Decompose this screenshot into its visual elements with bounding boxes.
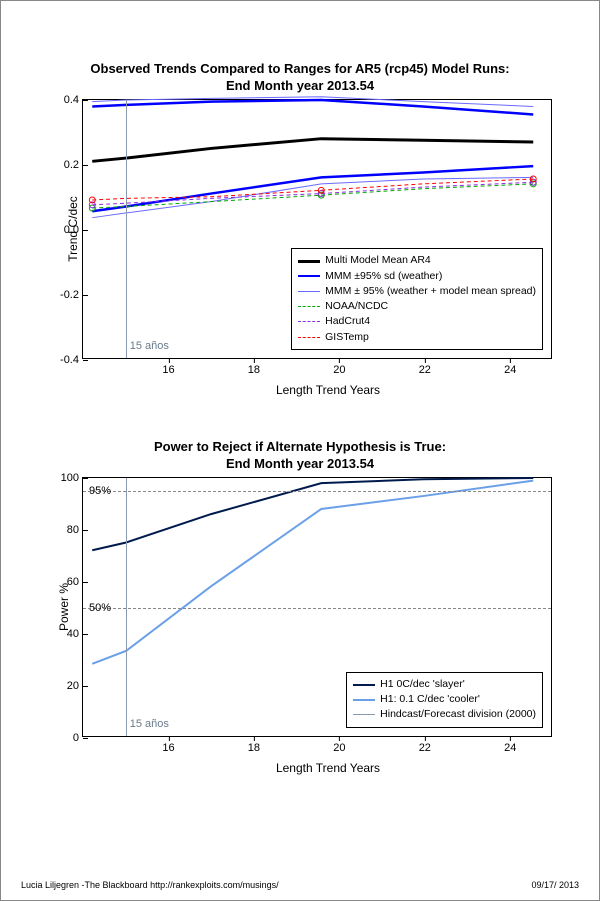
xtick: 18 [248,358,260,376]
legend-swatch [353,684,375,686]
legend-item: H1 0C/dec 'slayer' [353,677,536,692]
xtick: 20 [333,358,345,376]
ytick: 0.4 [49,94,83,106]
ref-line [83,491,551,492]
forecast-division-line [126,478,127,736]
page: Observed Trends Compared to Ranges for A… [0,0,600,901]
xtick: 22 [419,736,431,754]
chart1-legend: Multi Model Mean AR4MMM ±95% sd (weather… [291,248,543,349]
legend-label: Multi Model Mean AR4 [325,253,431,268]
legend-item: HadCrut4 [298,314,536,329]
legend-swatch [298,321,320,322]
ytick: -0.4 [49,354,83,366]
chart1-plot: -0.4-0.20.00.20.4161820222415 añosMulti … [82,99,552,359]
ytick: 0 [49,732,83,744]
legend-label: HadCrut4 [325,314,370,329]
ytick: -0.2 [49,289,83,301]
xtick: 24 [504,358,516,376]
legend-swatch [298,260,320,263]
footer: Lucia Liljegren -The Blackboard http://r… [21,880,579,890]
vline-label: 15 años [130,340,169,352]
footer-left: Lucia Liljegren -The Blackboard http://r… [21,880,279,890]
chart1-title: Observed Trends Compared to Ranges for A… [26,61,574,95]
legend-label: H1 0C/dec 'slayer' [380,677,465,692]
legend-item: NOAA/NCDC [298,299,536,314]
chart-power: Power to Reject if Alternate Hypothesis … [26,439,574,775]
series-mmm_95_weather_hi [92,100,533,114]
xtick: 22 [419,358,431,376]
series-mmm_95_spread_hi [92,97,533,107]
chart2-legend: H1 0C/dec 'slayer'H1: 0.1 C/dec 'cooler'… [346,672,543,728]
ref-line-label: 95% [89,485,111,497]
legend-swatch [298,306,320,307]
chart2-plot: 020406080100161820222415 años95%50%H1 0C… [82,477,552,737]
legend-label: NOAA/NCDC [325,299,388,314]
legend-label: H1: 0.1 C/dec 'cooler' [380,692,480,707]
ytick: 80 [49,524,83,536]
legend-swatch [353,699,375,701]
legend-swatch [298,291,320,292]
xtick: 18 [248,736,260,754]
ref-line-label: 50% [89,602,111,614]
chart2-xlabel: Length Trend Years [82,761,574,775]
xtick: 16 [162,736,174,754]
xtick: 16 [162,358,174,376]
ytick: 0.2 [49,159,83,171]
legend-item: MMM ±95% sd (weather) [298,269,536,284]
series-noaa [92,184,533,208]
legend-label: GISTemp [325,330,369,345]
chart2-title: Power to Reject if Alternate Hypothesis … [26,439,574,473]
ytick: 100 [49,472,83,484]
legend-swatch [298,275,320,277]
series-gistemp [92,179,533,200]
chart1-xlabel: Length Trend Years [82,383,574,397]
ytick: 20 [49,680,83,692]
legend-label: Hindcast/Forecast division (2000) [380,707,536,722]
xtick: 20 [333,736,345,754]
legend-swatch [353,714,375,715]
series-h1_cooler [92,480,533,663]
legend-item: MMM ± 95% (weather + model mean spread) [298,284,536,299]
chart2-ylabel: Power % [57,583,71,631]
legend-item: Multi Model Mean AR4 [298,253,536,268]
chart1-ylabel: Trend C/dec [66,196,80,262]
legend-label: MMM ±95% sd (weather) [325,269,442,284]
chart-trends: Observed Trends Compared to Ranges for A… [26,61,574,397]
xtick: 24 [504,736,516,754]
vline-label: 15 años [130,718,169,730]
legend-swatch [298,337,320,338]
series-mmm_ar4 [92,138,533,161]
legend-label: MMM ± 95% (weather + model mean spread) [325,284,536,299]
legend-item: GISTemp [298,330,536,345]
legend-item: Hindcast/Forecast division (2000) [353,707,536,722]
footer-right: 09/17/ 2013 [531,880,579,890]
ref-line [83,608,551,609]
legend-item: H1: 0.1 C/dec 'cooler' [353,692,536,707]
forecast-division-line [126,100,127,358]
